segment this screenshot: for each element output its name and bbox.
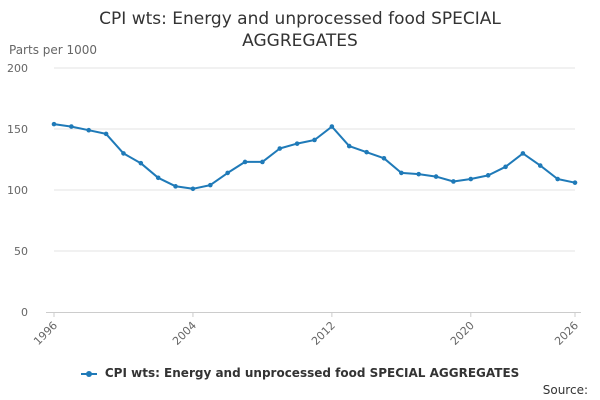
data-point-2012 [329,124,335,129]
x-tick-labels: 1996 2004 2012 2020 2026 [31,319,581,348]
data-point-2019 [451,179,456,184]
series-group [51,121,578,192]
data-point-2014 [364,149,369,155]
data-point-2001 [138,160,144,166]
data-point-2006 [225,170,230,176]
data-point-2024 [537,163,543,168]
y-tick-label-50: 50 [14,245,28,258]
data-point-2017 [416,171,422,177]
legend-line-marker [80,369,97,379]
data-point-2008 [260,159,265,165]
data-point-2022 [503,164,508,170]
data-point-2000 [121,151,126,156]
data-point-1996 [51,121,57,127]
data-point-2021 [485,173,491,178]
data-point-2009 [277,146,283,151]
data-point-2004 [190,186,196,192]
data-point-2023 [520,151,526,156]
x-tick-label-2020: 2020 [448,319,477,348]
data-point-1998 [86,127,92,133]
data-point-2013 [346,143,352,149]
data-point-2005 [208,182,213,188]
data-point-2026 [572,180,578,185]
data-point-1997 [69,124,74,129]
y-tick-label-100: 100 [7,184,28,197]
y-tick-label-150: 150 [7,123,28,136]
data-point-2016 [399,170,404,176]
data-point-2010 [294,141,300,146]
source-label: Source: [542,383,588,397]
data-point-2015 [381,155,387,161]
legend-label: CPI wts: Energy and unprocessed food SPE… [104,366,520,380]
x-tick-label-2004: 2004 [170,319,199,348]
data-point-2003 [173,184,178,189]
data-point-2018 [433,174,439,179]
y-tick-label-0: 0 [21,306,28,319]
data-point-2011 [312,137,317,143]
chart-title: CPI wts: Energy and unprocessed food SPE… [99,9,501,51]
y-tick-label-200: 200 [7,62,28,75]
grid-lines [54,67,575,252]
x-tick-label-1996: 1996 [31,319,60,348]
y-axis-label: Parts per 1000 [9,43,98,57]
data-point-2007 [242,159,248,165]
data-point-2025 [555,176,560,182]
x-tick-label-2026: 2026 [552,319,581,348]
x-axis [46,312,581,317]
legend[interactable]: CPI wts: Energy and unprocessed food SPE… [0,366,600,380]
y-tick-labels: 0 50 100 150 200 [7,62,28,319]
data-point-1999 [103,131,109,137]
x-tick-label-2012: 2012 [309,319,338,348]
data-point-2002 [155,175,161,181]
data-point-2020 [468,176,474,182]
series-line-0 [53,123,576,190]
